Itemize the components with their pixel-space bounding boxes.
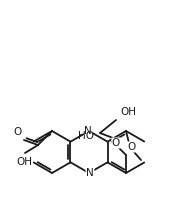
Text: O: O — [127, 142, 135, 152]
Text: N: N — [86, 168, 94, 178]
Text: HO: HO — [78, 131, 94, 141]
Text: OH: OH — [120, 107, 136, 117]
Text: O: O — [112, 138, 120, 148]
Text: O: O — [14, 127, 22, 137]
Text: N: N — [84, 126, 92, 136]
Text: OH: OH — [16, 157, 32, 167]
